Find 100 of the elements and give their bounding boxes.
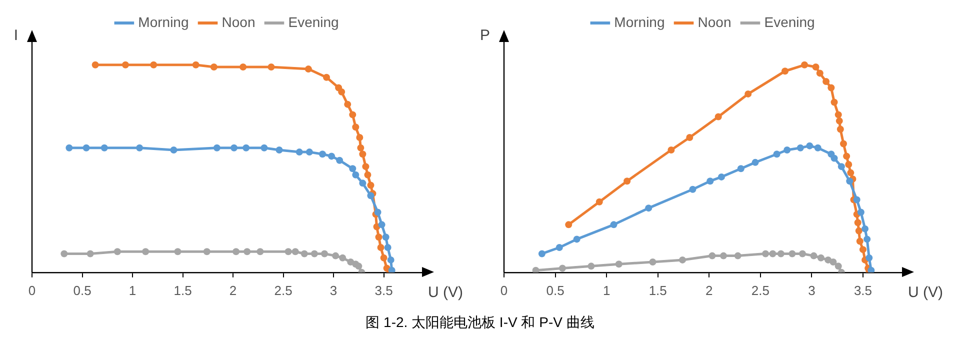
point — [260, 144, 268, 152]
point — [782, 68, 789, 75]
point — [86, 250, 94, 258]
point — [232, 248, 240, 256]
x-tick-label: 0 — [28, 282, 36, 298]
point — [796, 144, 804, 152]
point — [866, 254, 873, 262]
point — [240, 63, 247, 70]
point — [378, 221, 386, 228]
point — [256, 248, 264, 256]
point — [213, 144, 220, 152]
point — [352, 171, 360, 178]
point — [843, 152, 850, 160]
point — [856, 238, 864, 245]
x-tick-label: 2.5 — [274, 282, 292, 298]
point — [364, 171, 372, 178]
x-tick-label: 1 — [602, 282, 610, 298]
legend-label: Noon — [222, 14, 256, 30]
point — [784, 146, 791, 154]
point — [332, 252, 340, 260]
point — [830, 154, 838, 162]
point — [801, 61, 808, 68]
point — [615, 260, 622, 268]
point — [708, 252, 716, 260]
legend-label: Evening — [764, 14, 815, 30]
point — [596, 198, 603, 206]
point — [382, 234, 390, 241]
point — [773, 150, 780, 158]
point — [752, 158, 759, 166]
point — [60, 250, 68, 258]
point — [380, 254, 388, 262]
point — [565, 221, 572, 228]
point — [859, 246, 866, 254]
point — [377, 244, 384, 251]
x-tick-label: 1.5 — [648, 282, 667, 298]
point — [862, 225, 869, 232]
point — [538, 250, 546, 258]
x-tick-label: 3.5 — [854, 282, 872, 298]
point — [323, 74, 330, 81]
point — [689, 186, 696, 193]
point — [588, 262, 595, 270]
point — [744, 90, 752, 98]
point — [864, 236, 871, 243]
point — [276, 146, 283, 154]
point — [556, 244, 563, 251]
point — [349, 111, 356, 118]
point — [737, 165, 744, 172]
point — [82, 144, 90, 152]
x-tick-label: 1 — [128, 282, 136, 298]
x-tick-label: 0.5 — [546, 282, 564, 298]
x-tick-label: 2 — [706, 282, 713, 298]
point — [816, 70, 824, 77]
point — [328, 152, 336, 160]
point — [573, 236, 580, 243]
point — [734, 252, 742, 260]
point — [847, 169, 854, 176]
point — [830, 98, 838, 106]
point — [822, 78, 830, 85]
point — [142, 248, 150, 256]
point — [100, 144, 108, 152]
point — [788, 250, 796, 258]
point — [367, 182, 374, 189]
x-axis-title: U (V) — [908, 284, 943, 302]
x-tick-label: 3.5 — [374, 282, 393, 298]
point — [150, 61, 158, 68]
point — [836, 117, 843, 124]
point — [806, 142, 814, 150]
x-tick-label: 1.5 — [174, 282, 192, 298]
point — [304, 66, 312, 73]
point — [242, 144, 250, 152]
point — [830, 258, 837, 266]
point — [387, 256, 394, 264]
point — [649, 258, 656, 266]
point — [668, 146, 675, 154]
point — [777, 250, 784, 258]
point — [810, 252, 818, 260]
point — [836, 126, 844, 133]
point — [300, 250, 308, 258]
point — [320, 250, 328, 258]
x-axis-title: U (V) — [428, 284, 463, 302]
point — [318, 150, 326, 158]
point — [356, 134, 364, 142]
legend-label: Noon — [698, 14, 732, 30]
point — [352, 124, 360, 131]
point — [857, 208, 864, 216]
point — [375, 234, 382, 241]
point — [306, 148, 313, 156]
point — [230, 144, 238, 152]
point — [359, 150, 366, 158]
point — [355, 262, 362, 270]
legend-label: Morning — [138, 14, 189, 30]
point — [339, 254, 346, 262]
x-tick-label: 2.5 — [751, 282, 770, 298]
x-tick-label: 3 — [808, 282, 816, 298]
point — [170, 146, 178, 154]
x-tick-label: 0.5 — [73, 282, 92, 298]
point — [846, 178, 854, 185]
point — [845, 161, 852, 168]
point — [210, 63, 218, 70]
point — [338, 88, 346, 96]
